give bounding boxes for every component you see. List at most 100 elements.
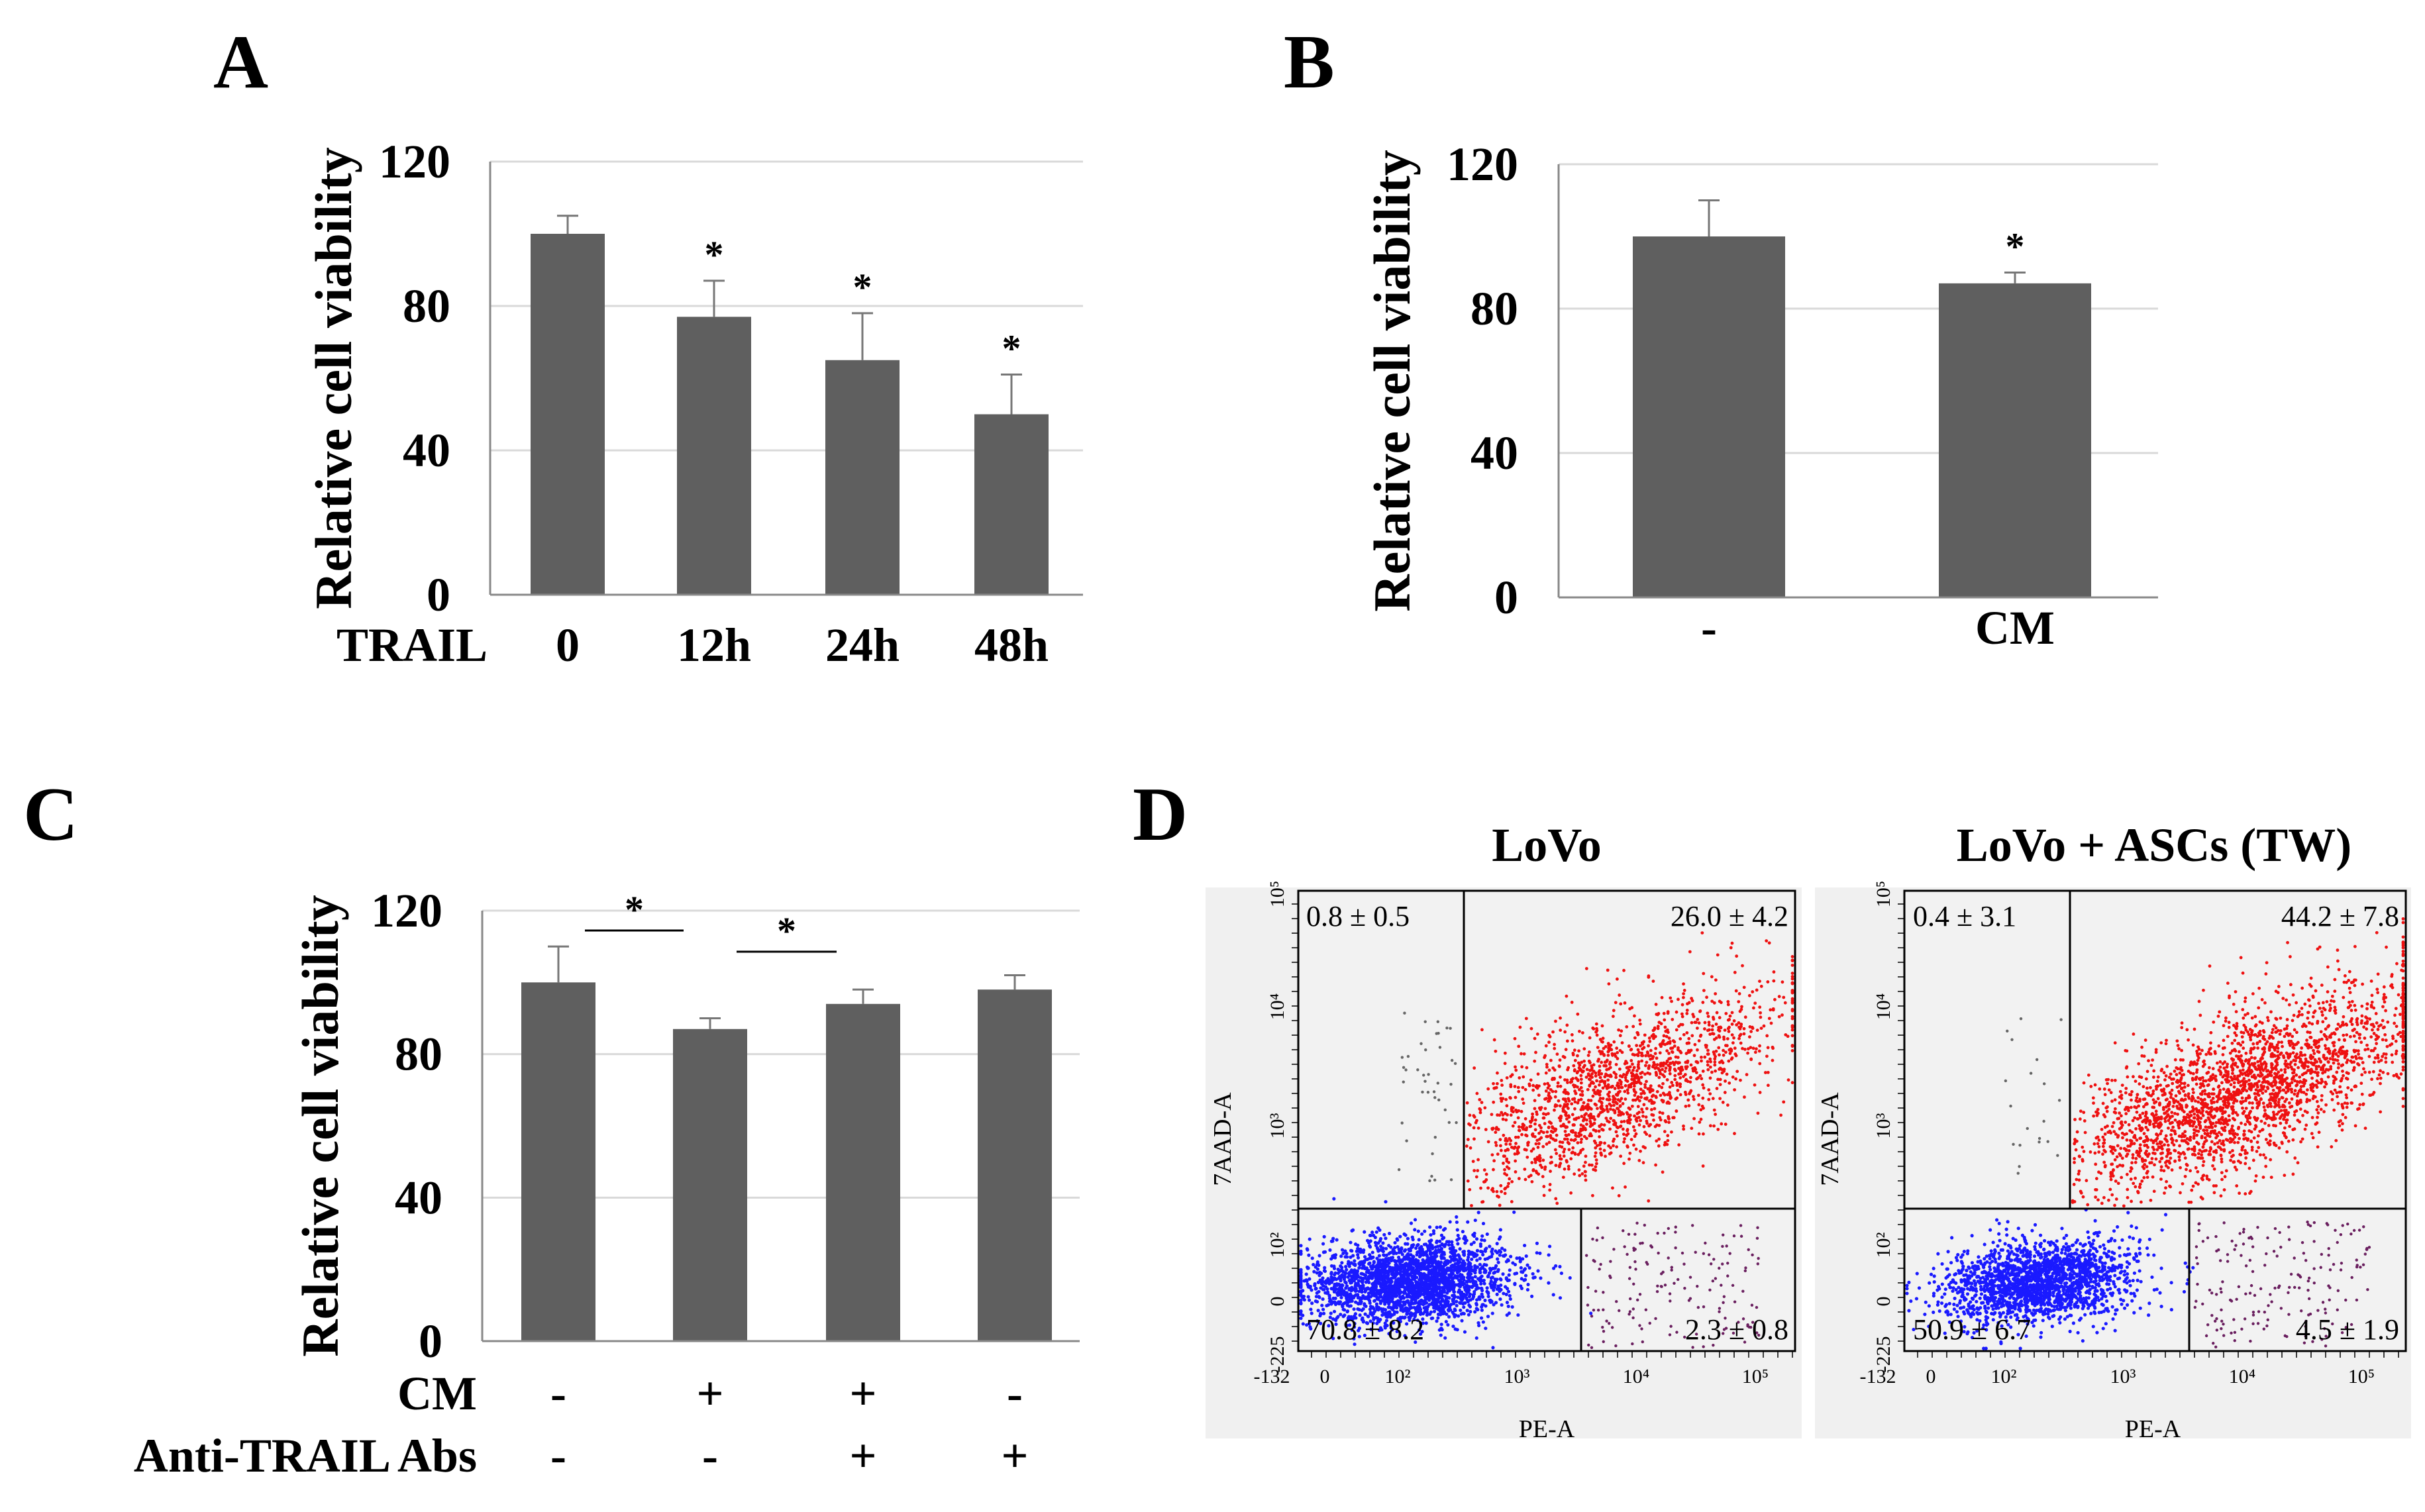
event-dot-live [1427, 1225, 1432, 1229]
event-dot-live [1344, 1264, 1348, 1269]
event-dot-live [1383, 1287, 1387, 1291]
event-dot-late-apoptotic [1510, 1145, 1514, 1149]
event-dot-late-apoptotic [1749, 1030, 1753, 1033]
event-dot-late-apoptotic [1588, 1114, 1592, 1118]
event-dot-late-apoptotic [1667, 1052, 1671, 1055]
event-dot-live [1451, 1297, 1455, 1301]
event-dot-late-apoptotic [1617, 1028, 1620, 1032]
event-dot-early-apoptotic [1726, 1274, 1729, 1278]
event-dot-late-apoptotic [1607, 982, 1611, 986]
event-dot-live [1371, 1306, 1375, 1310]
event-dot-early-apoptotic [1648, 1321, 1651, 1325]
event-dot-late-apoptotic [1480, 1028, 1484, 1032]
event-dot-early-apoptotic [1596, 1308, 1600, 1312]
event-dot-live [1472, 1254, 1476, 1258]
event-dot-live [1332, 1197, 1336, 1201]
event-dot-late-apoptotic [1663, 1119, 1667, 1123]
event-dot-late-apoptotic [1643, 1033, 1647, 1037]
event-dot-live [1396, 1238, 1400, 1242]
event-dot-late-apoptotic [1581, 1069, 1585, 1073]
event-dot-late-apoptotic [1608, 1127, 1612, 1131]
event-dot-late-apoptotic [1588, 1107, 1592, 1111]
event-dot-late-apoptotic [1578, 1063, 1582, 1067]
event-dot-late-apoptotic [1710, 1028, 1714, 1032]
event-dot-live [1465, 1238, 1469, 1242]
event-dot-live [1535, 1251, 1539, 1255]
event-dot-late-apoptotic [1708, 1124, 1712, 1128]
event-dot-late-apoptotic [1635, 1053, 1639, 1056]
event-dot-live [1353, 1259, 1357, 1263]
flow-plot-2-title: LoVo + ASCs (TW) [1957, 819, 2352, 872]
event-dot-late-apoptotic [1654, 1046, 1658, 1050]
event-dot-late-apoptotic [1755, 988, 1759, 992]
event-dot-late-apoptotic [1696, 1027, 1699, 1030]
event-dot-live [1421, 1317, 1425, 1321]
event-dot-late-apoptotic [1537, 1172, 1541, 1176]
event-dot-live [1421, 1293, 1426, 1297]
event-dot-late-apoptotic [1465, 1101, 1469, 1105]
event-dot-late-apoptotic [1562, 1090, 1566, 1094]
event-dot-live [1333, 1296, 1337, 1301]
event-dot-live [1415, 1270, 1419, 1274]
event-dot-late-apoptotic [1649, 1123, 1653, 1127]
event-dot-late-apoptotic [1696, 1048, 1699, 1052]
panel-label-a: A [213, 20, 268, 104]
event-dot-late-apoptotic [1612, 1040, 1616, 1044]
event-dot-late-apoptotic [1661, 1099, 1665, 1103]
event-dot-late-apoptotic [1626, 1091, 1630, 1095]
event-dot-late-apoptotic [1567, 1099, 1571, 1103]
event-dot-live [1451, 1287, 1455, 1291]
event-dot-early-apoptotic [1618, 1309, 1621, 1313]
event-dot-live [1465, 1276, 1470, 1280]
event-dot-late-apoptotic [1564, 1099, 1568, 1103]
event-dot-late-apoptotic [1547, 1140, 1551, 1144]
event-dot-late-apoptotic [1723, 1091, 1727, 1094]
event-dot-late-apoptotic [1558, 1157, 1562, 1161]
event-dot-late-apoptotic [1514, 1170, 1518, 1174]
event-dot-late-apoptotic [1655, 1066, 1658, 1070]
event-dot-late-apoptotic [1494, 1085, 1498, 1089]
event-dot-late-apoptotic [1740, 1005, 1743, 1009]
event-dot-debris [1427, 1073, 1430, 1076]
event-dot-live [1509, 1254, 1513, 1258]
event-dot-live [1399, 1295, 1403, 1299]
event-dot-live [2016, 1227, 2020, 1231]
event-dot-live [1414, 1293, 1418, 1297]
event-dot-live [1485, 1232, 1489, 1236]
significance-star: * [1002, 327, 1021, 370]
event-dot-early-apoptotic [1622, 1229, 1625, 1233]
event-dot-late-apoptotic [1572, 1138, 1576, 1142]
event-dot-late-apoptotic [1631, 1125, 1635, 1129]
event-dot-late-apoptotic [1767, 1017, 1771, 1021]
event-dot-live [1446, 1280, 1450, 1285]
event-dot-late-apoptotic [1511, 1124, 1515, 1128]
event-dot-live [1465, 1293, 1469, 1297]
event-dot-late-apoptotic [1547, 1040, 1551, 1044]
event-dot-live [1455, 1303, 1459, 1307]
event-dot-late-apoptotic [1583, 1113, 1586, 1117]
event-dot-live [1479, 1282, 1483, 1286]
event-dot-live [1317, 1289, 1321, 1293]
event-dot-late-apoptotic [1634, 1147, 1638, 1151]
event-dot-late-apoptotic [1609, 1117, 1613, 1121]
event-dot-live [1425, 1274, 1429, 1278]
event-dot-live [1439, 1260, 1443, 1264]
event-dot-late-apoptotic [1598, 1093, 1602, 1097]
event-dot-late-apoptotic [1653, 1107, 1657, 1111]
event-dot-late-apoptotic [1684, 1060, 1688, 1064]
event-dot-debris [1419, 1042, 1423, 1046]
event-dot-late-apoptotic [1682, 1124, 1685, 1128]
event-dot-late-apoptotic [1524, 1017, 1528, 1021]
event-dot-late-apoptotic [1562, 1154, 1566, 1158]
event-dot-late-apoptotic [1513, 1145, 1517, 1149]
event-dot-late-apoptotic [1633, 1134, 1637, 1138]
event-dot-late-apoptotic [1772, 970, 1776, 974]
event-dot-early-apoptotic [1602, 1340, 1605, 1343]
event-dot-late-apoptotic [1536, 1146, 1540, 1149]
event-dot-late-apoptotic [1592, 1139, 1596, 1143]
event-dot-late-apoptotic [1498, 1138, 1502, 1142]
event-dot-early-apoptotic [1757, 1256, 1760, 1260]
event-dot-late-apoptotic [1649, 1108, 1653, 1111]
event-dot-early-apoptotic [1601, 1236, 1604, 1240]
event-dot-live [1301, 1289, 1305, 1293]
